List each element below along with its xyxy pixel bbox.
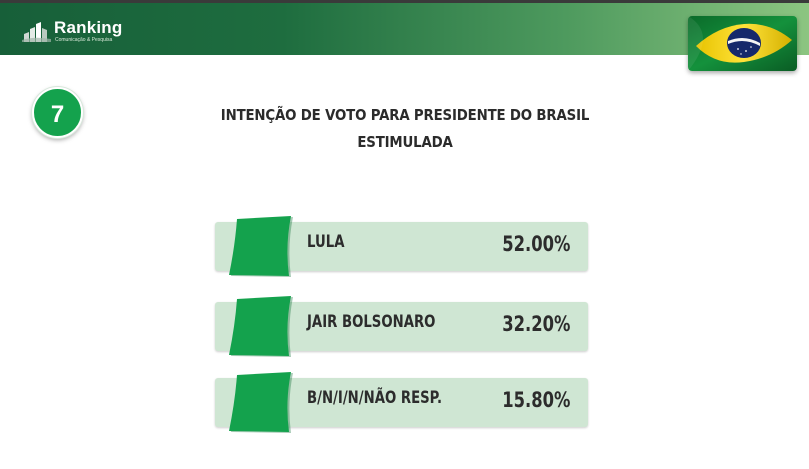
candidate-name-label: B/N/I/N/NÃO RESP. xyxy=(307,388,443,408)
header-banner: Ranking Comunicação & Pesquisa xyxy=(0,3,809,55)
vote-percentage-label: 15.80% xyxy=(501,388,570,412)
brazil-flag-image xyxy=(688,16,797,71)
bar-accent-tab xyxy=(229,216,293,277)
vote-percentage-label: 52.00% xyxy=(501,232,570,256)
logo-text: Ranking xyxy=(54,18,123,37)
chart-subtitle: ESTIMULADA xyxy=(357,133,453,151)
chart-title: INTENÇÃO DE VOTO PARA PRESIDENTE DO BRAS… xyxy=(220,106,590,124)
top-border-line xyxy=(0,0,809,3)
chart-row: JAIR BOLSONARO 32.20% xyxy=(215,296,588,357)
chart-row: B/N/I/N/NÃO RESP. 15.80% xyxy=(215,372,588,433)
bar-accent-tab xyxy=(229,372,293,433)
vote-percentage-label: 32.20% xyxy=(501,312,570,336)
candidate-name-label: JAIR BOLSONARO xyxy=(307,312,436,332)
chart-row: LULA 52.00% xyxy=(215,216,588,277)
slide-number-badge: 7 xyxy=(32,87,83,138)
logo-subtitle: Comunicação & Pesquisa xyxy=(55,37,113,43)
candidate-name-label: LULA xyxy=(307,232,345,252)
bar-accent-tab xyxy=(229,296,293,357)
building-bars-icon xyxy=(22,22,51,42)
chart-title-block: INTENÇÃO DE VOTO PARA PRESIDENTE DO BRAS… xyxy=(180,102,630,156)
